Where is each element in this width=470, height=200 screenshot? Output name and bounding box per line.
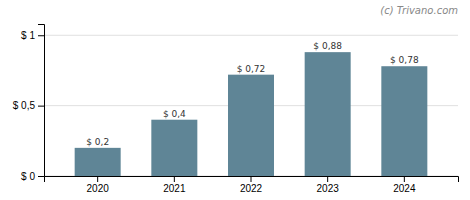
grid-line — [44, 35, 458, 36]
tick-mark — [327, 176, 328, 182]
x-axis: 2020 2021 2022 2023 2024 — [45, 176, 459, 194]
bar — [228, 75, 274, 176]
plot: $ 0$ 0,5$ 120202021202220232024$ 0,2$ 0,… — [13, 25, 459, 195]
bars — [75, 52, 428, 176]
axis-line — [45, 177, 459, 183]
tick: 2024 — [393, 176, 416, 194]
tick-mark — [38, 35, 44, 36]
tick: 2022 — [240, 176, 263, 194]
data-label: $ 0,72 — [237, 64, 266, 74]
tick-label: 2021 — [163, 183, 186, 194]
y-axis: $ 0 $ 0,5 $ 1 — [13, 25, 45, 182]
tick: $ 0,5 — [13, 100, 44, 111]
tick-label: 2022 — [240, 183, 263, 194]
chart-container: $ 0$ 0,5$ 120202021202220232024$ 0,2$ 0,… — [0, 0, 470, 200]
tick: 2023 — [317, 176, 340, 194]
tick-label: 2023 — [317, 183, 340, 194]
tick-mark — [404, 176, 405, 182]
bar — [75, 148, 121, 176]
bar — [381, 66, 427, 176]
grid — [44, 35, 458, 176]
tick-label: 2020 — [87, 183, 110, 194]
tick: 2021 — [163, 176, 186, 194]
tick-mark — [38, 176, 44, 177]
tick: 2020 — [87, 176, 110, 194]
data-label: $ 0,2 — [86, 137, 109, 147]
axis-line — [38, 25, 45, 177]
data-labels: $ 0,2 $ 0,4 $ 0,72 $ 0,88 $ 0,78 — [86, 41, 419, 147]
tick: $ 1 — [21, 30, 44, 41]
data-label: $ 0,78 — [390, 55, 419, 65]
tick-label: 2024 — [393, 183, 416, 194]
tick-label: $ 1 — [21, 30, 35, 41]
tick-mark — [97, 176, 98, 182]
data-label: $ 0,88 — [313, 41, 342, 51]
tick-mark — [251, 176, 252, 182]
tick-label: $ 0,5 — [13, 100, 36, 111]
tick: $ 0 — [21, 171, 44, 182]
chart: $ 0$ 0,5$ 120202021202220232024$ 0,2$ 0,… — [0, 0, 470, 200]
tick-mark — [174, 176, 175, 182]
bar — [151, 120, 197, 176]
tick-label: $ 0 — [21, 171, 35, 182]
data-label: $ 0,4 — [163, 109, 186, 119]
bar — [305, 52, 351, 176]
tick-mark — [38, 106, 44, 107]
annotation: (c) Trivano.com — [380, 5, 458, 16]
